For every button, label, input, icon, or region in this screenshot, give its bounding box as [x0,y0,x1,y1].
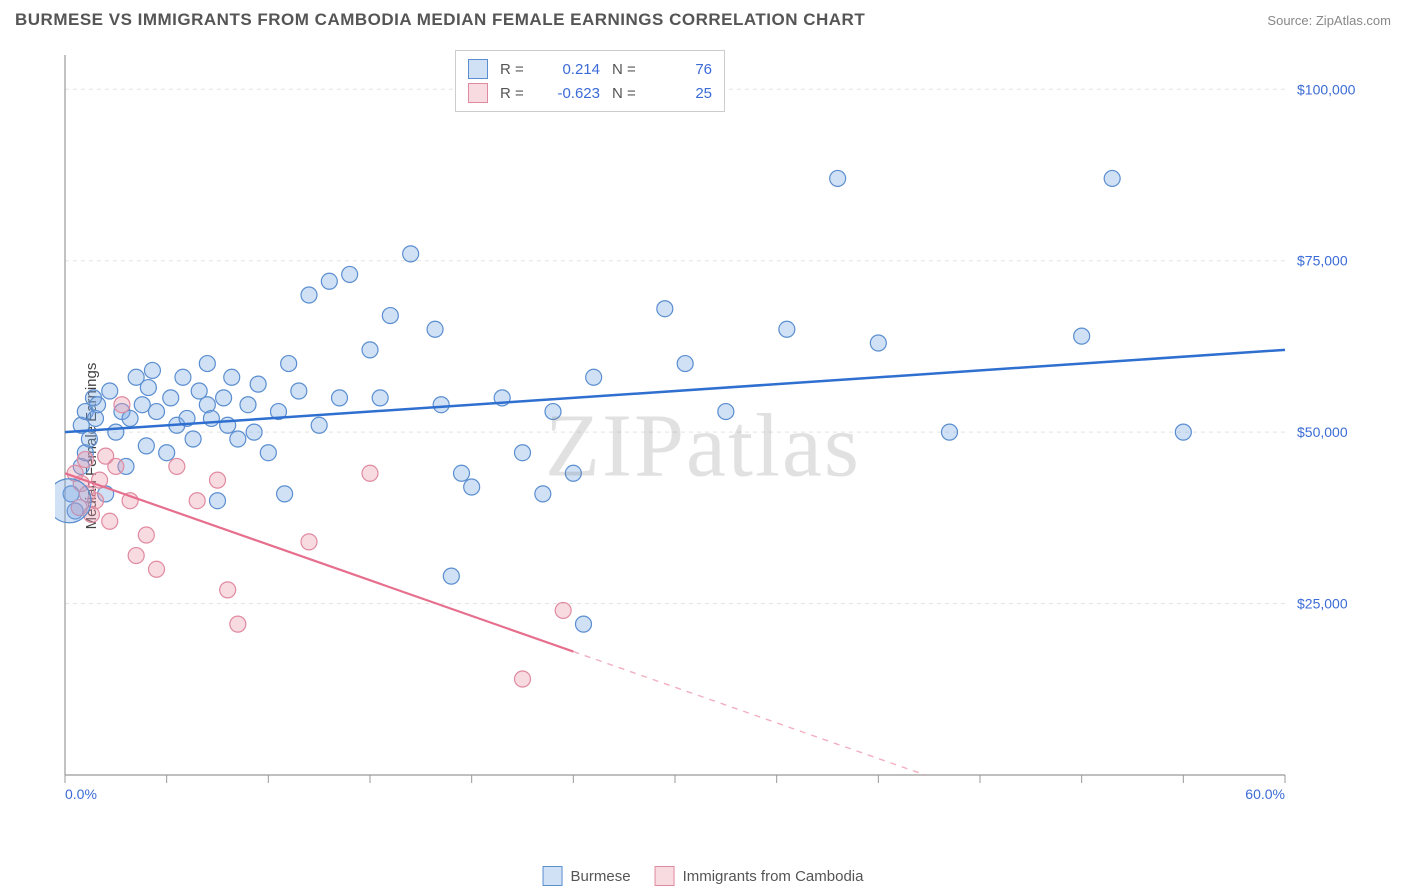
svg-text:60.0%: 60.0% [1245,786,1285,802]
n-value-burmese: 76 [652,61,712,78]
r-label: R = [500,85,528,102]
r-label: R = [500,61,528,78]
n-label: N = [612,85,640,102]
scatter-chart-svg: $25,000 $50,000 $75,000 $100,000 0.0% 60.0% [55,45,1375,815]
svg-text:$50,000: $50,000 [1297,424,1348,440]
source-attribution: Source: ZipAtlas.com [1267,13,1391,28]
source-label: Source: [1267,13,1312,28]
legend-item-burmese: Burmese [543,866,631,886]
n-value-cambodia: 25 [652,85,712,102]
svg-text:$75,000: $75,000 [1297,253,1348,269]
legend-bottom: Burmese Immigrants from Cambodia [543,866,864,886]
correlation-legend: R = 0.214 N = 76 R = -0.623 N = 25 [455,50,725,112]
chart-area: $25,000 $50,000 $75,000 $100,000 0.0% 60.0% [55,45,1390,830]
r-value-burmese: 0.214 [540,61,600,78]
legend-label-cambodia: Immigrants from Cambodia [683,868,864,885]
source-name: ZipAtlas.com [1316,13,1391,28]
n-label: N = [612,61,640,78]
legend-row-cambodia: R = -0.623 N = 25 [468,81,712,105]
legend-row-burmese: R = 0.214 N = 76 [468,57,712,81]
legend-label-burmese: Burmese [571,868,631,885]
svg-text:$25,000: $25,000 [1297,596,1348,612]
swatch-cambodia [655,866,675,886]
swatch-burmese [543,866,563,886]
svg-text:0.0%: 0.0% [65,786,97,802]
legend-item-cambodia: Immigrants from Cambodia [655,866,864,886]
r-value-cambodia: -0.623 [540,85,600,102]
swatch-burmese [468,59,488,79]
svg-text:$100,000: $100,000 [1297,81,1356,97]
chart-title: BURMESE VS IMMIGRANTS FROM CAMBODIA MEDI… [15,10,865,30]
header: BURMESE VS IMMIGRANTS FROM CAMBODIA MEDI… [15,10,1391,30]
swatch-cambodia [468,83,488,103]
